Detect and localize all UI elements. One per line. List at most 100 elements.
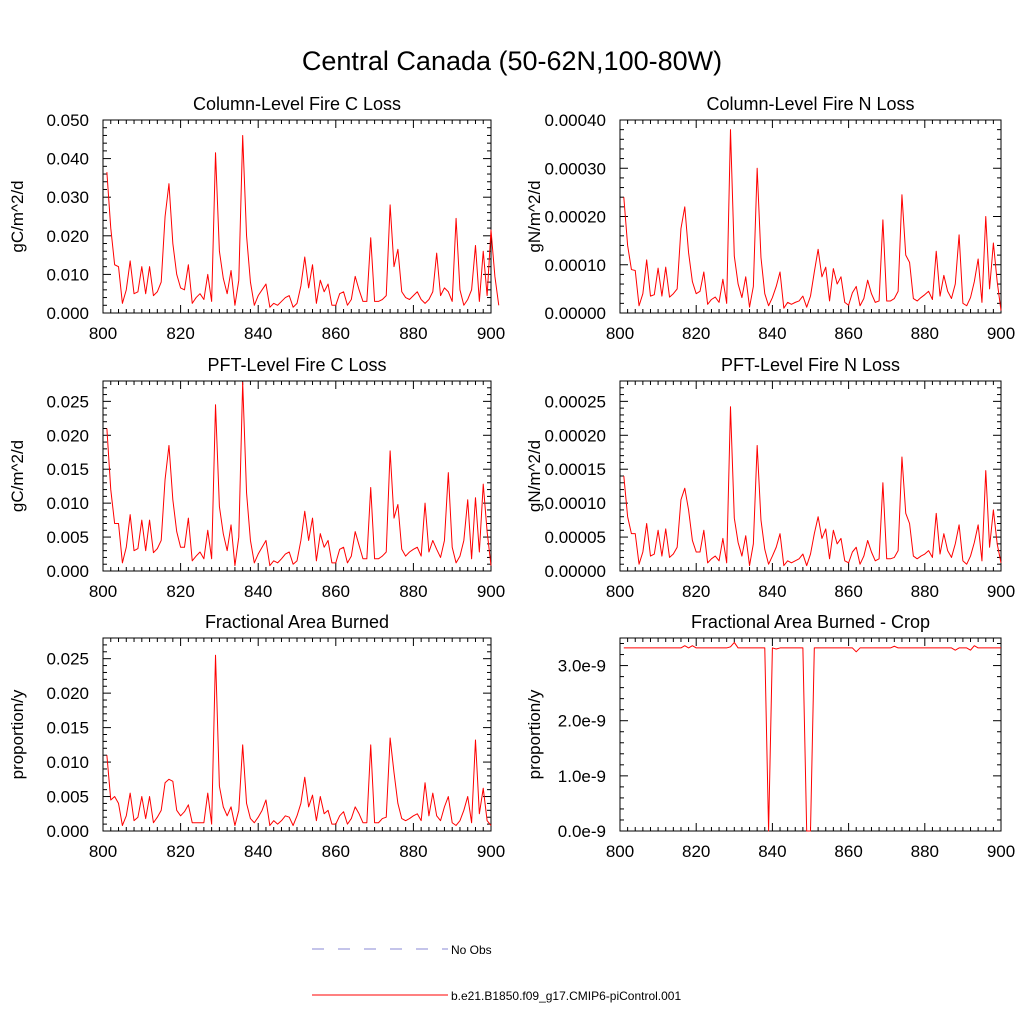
y-tick-label: 0.00020 [545,208,606,227]
y-tick-label: 0.050 [46,111,89,130]
y-tick-label: 0.020 [46,227,89,246]
y-tick-label: 0.000 [46,304,89,323]
plot-frame [102,637,492,832]
x-tick-label: 880 [911,324,939,343]
series-line [106,381,492,567]
series-line [106,654,492,826]
y-tick-label: 0.00000 [545,562,606,581]
panel-1: 800 820 840 860 880 900 0.000 0.010 0.020 0.030 0.… [8,94,505,343]
y-tick-label: 3.0e-9 [558,657,606,676]
x-tick-label: 900 [477,842,505,861]
panel-5: 800 820 840 860 880 900 0.000 0.005 0.010 0.015 0.… [8,612,505,861]
y-tick-label: 0.00040 [545,111,606,130]
x-tick-label: 900 [987,842,1015,861]
series-line [623,641,1001,832]
x-tick-label: 840 [758,582,786,601]
x-tick-label: 800 [89,582,117,601]
plot-frame [619,637,1002,832]
y-tick-label: 0.020 [46,426,89,445]
x-tick-label: 820 [682,582,710,601]
y-tick-label: 0.00030 [545,159,606,178]
panel-title: Column-Level Fire N Loss [706,94,914,114]
x-tick-label: 860 [322,842,350,861]
y-axis-label: proportion/y [8,689,27,779]
y-tick-label: 0.00010 [545,256,606,275]
x-tick-label: 880 [911,582,939,601]
x-tick-label: 880 [399,324,427,343]
panel-3: 800 820 840 860 880 900 0.000 0.005 0.010 0.015 0.… [8,355,505,601]
figure-title: Central Canada (50-62N,100-80W) [302,46,722,76]
y-tick-label: 0.00000 [545,304,606,323]
y-tick-label: 0.000 [46,562,89,581]
x-tick-label: 860 [834,324,862,343]
panel-2: 800 820 840 860 880 900 0.00000 0.00010 0.00020 0… [525,94,1015,343]
panel-title: Fractional Area Burned - Crop [691,612,930,632]
x-tick-label: 800 [89,324,117,343]
legend-label-control: b.e21.B1850.f09_g17.CMIP6-piControl.001 [451,989,681,1003]
panel-title: Fractional Area Burned [205,612,389,632]
x-tick-label: 820 [166,842,194,861]
series-line [623,129,1002,311]
x-tick-label: 800 [606,582,634,601]
x-tick-label: 820 [682,324,710,343]
y-tick-label: 1.0e-9 [558,767,606,786]
y-tick-label: 0.010 [46,753,89,772]
x-tick-label: 800 [606,324,634,343]
series-line [623,406,1002,567]
plot-frame [102,119,492,314]
x-tick-label: 840 [758,324,786,343]
panel-title: PFT-Level Fire N Loss [721,355,900,375]
x-tick-label: 900 [477,582,505,601]
series-line [106,134,500,308]
y-tick-label: 0.030 [46,188,89,207]
y-tick-label: 0.015 [46,460,89,479]
x-tick-label: 800 [89,842,117,861]
x-tick-label: 860 [322,582,350,601]
y-tick-label: 0.015 [46,719,89,738]
panel-4: 800 820 840 860 880 900 0.00000 0.00005 0.00010 0… [525,355,1015,601]
y-tick-label: 0.025 [46,650,89,669]
y-tick-label: 0.00010 [545,494,606,513]
x-tick-label: 840 [244,324,272,343]
panel-title: Column-Level Fire C Loss [193,94,401,114]
y-tick-label: 0.025 [46,392,89,411]
y-tick-label: 0.040 [46,150,89,169]
panels: 800 820 840 860 880 900 0.000 0.010 0.020 0.030 0.… [8,94,1015,861]
plot-frame [102,380,492,572]
y-tick-label: 0.010 [46,494,89,513]
y-tick-label: 0.005 [46,788,89,807]
y-axis-label: gC/m^2/d [8,440,27,512]
x-tick-label: 900 [477,324,505,343]
y-tick-label: 2.0e-9 [558,712,606,731]
y-tick-label: 0.020 [46,684,89,703]
y-tick-label: 0.0e-9 [558,822,606,841]
y-axis-label: gN/m^2/d [525,180,544,252]
y-tick-label: 0.00025 [545,392,606,411]
x-tick-label: 900 [987,324,1015,343]
y-axis-label: proportion/y [525,689,544,779]
x-tick-label: 840 [758,842,786,861]
x-tick-label: 860 [834,842,862,861]
y-axis-label: gN/m^2/d [525,440,544,512]
x-tick-label: 880 [911,842,939,861]
y-axis-label: gC/m^2/d [8,180,27,252]
panel-6: 800 820 840 860 880 900 0.0e-9 1.0e-9 2.0e-9 3.0e… [525,612,1015,861]
x-tick-label: 840 [244,842,272,861]
legend-label-no-obs: No Obs [451,943,492,957]
x-tick-label: 800 [606,842,634,861]
y-tick-label: 0.00015 [545,460,606,479]
y-tick-label: 0.00005 [545,528,606,547]
x-tick-label: 820 [166,582,194,601]
x-tick-label: 840 [244,582,272,601]
legend: No Obs b.e21.B1850.f09_g17.CMIP6-piContr… [312,943,681,1003]
x-tick-label: 880 [399,842,427,861]
x-tick-label: 860 [834,582,862,601]
x-tick-label: 860 [322,324,350,343]
x-tick-label: 820 [166,324,194,343]
y-tick-label: 0.000 [46,822,89,841]
panel-title: PFT-Level Fire C Loss [207,355,386,375]
y-tick-label: 0.005 [46,528,89,547]
x-tick-label: 820 [682,842,710,861]
y-tick-label: 0.00020 [545,426,606,445]
x-tick-label: 900 [987,582,1015,601]
